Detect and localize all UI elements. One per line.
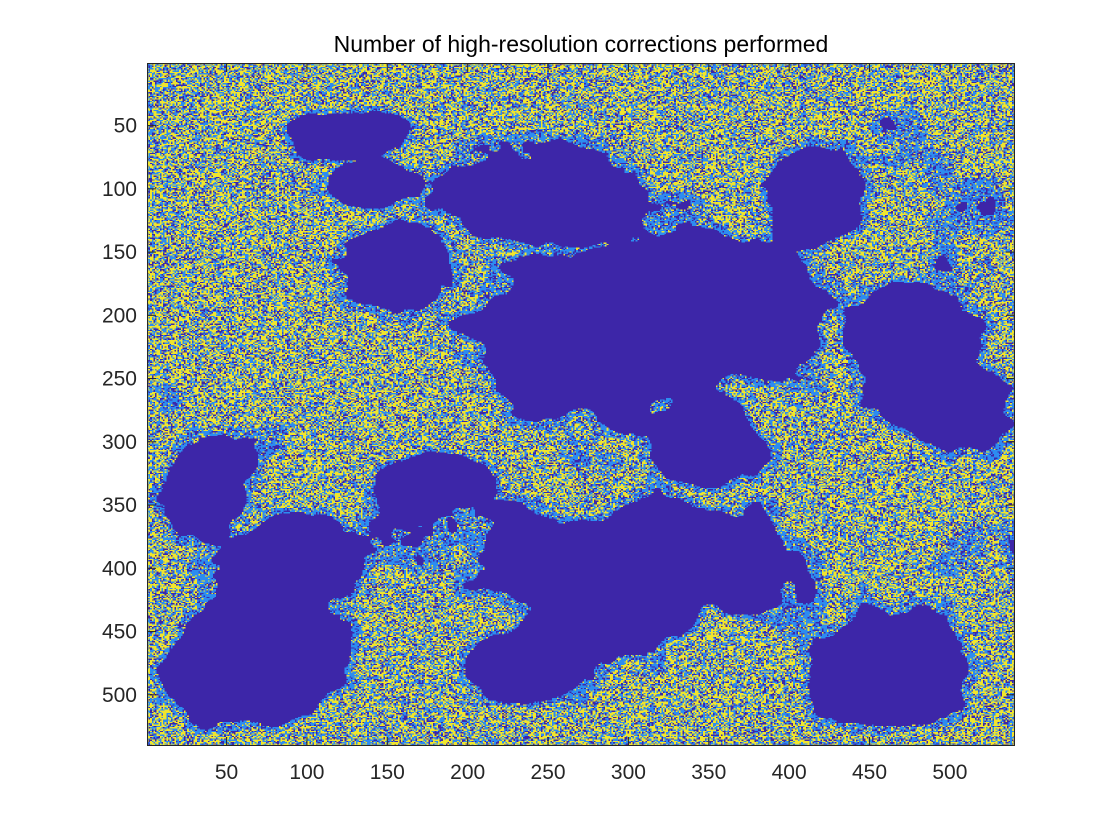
y-tick-label: 300 (102, 431, 137, 454)
x-tick-label: 400 (772, 761, 807, 784)
y-tick-label: 400 (102, 557, 137, 580)
x-tick-label: 450 (852, 761, 887, 784)
chart-title: Number of high-resolution corrections pe… (334, 31, 829, 57)
heatmap-image (147, 63, 1015, 746)
y-tick-label: 150 (102, 241, 137, 264)
x-tick-label: 350 (691, 761, 726, 784)
x-tick-label: 150 (370, 761, 405, 784)
y-tick-label: 500 (102, 684, 137, 707)
y-tick-label: 450 (102, 621, 137, 644)
y-tick-label: 50 (114, 115, 137, 138)
x-tick-label: 500 (932, 761, 967, 784)
axes-box (147, 63, 1015, 746)
x-tick-label: 300 (611, 761, 646, 784)
x-tick-label: 100 (289, 761, 324, 784)
y-tick-label: 250 (102, 368, 137, 391)
axis-ticks: 50 100 150 200 250 300 350 400 450 500 50 100 150 200… (102, 63, 1015, 784)
y-tick-label: 100 (102, 178, 137, 201)
x-tick-label: 50 (215, 761, 238, 784)
x-tick-label: 250 (531, 761, 566, 784)
y-tick-label: 200 (102, 304, 137, 327)
x-tick-label: 200 (450, 761, 485, 784)
y-tick-label: 350 (102, 494, 137, 517)
